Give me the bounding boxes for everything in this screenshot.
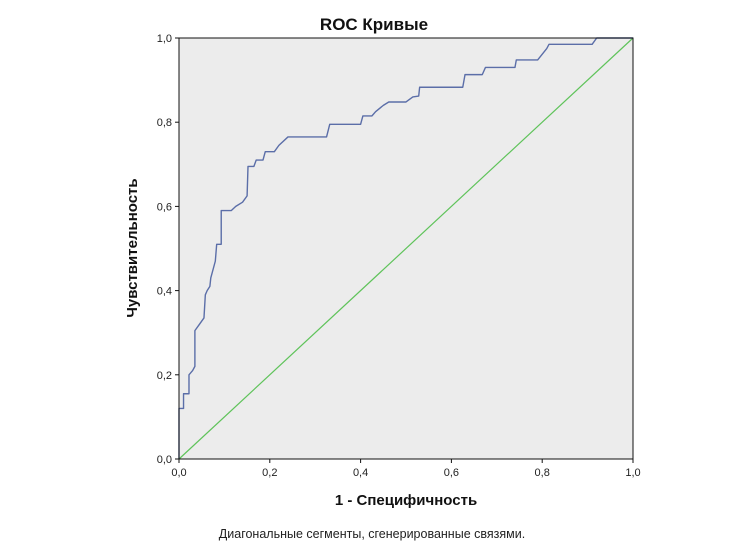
plot-frame bbox=[178, 37, 634, 460]
y-axis-title: Чувствительность bbox=[124, 178, 141, 317]
y-tick-label: 1,0 bbox=[157, 33, 172, 45]
x-tick-label: 0,2 bbox=[262, 467, 277, 479]
x-tick-label: 0,4 bbox=[353, 467, 368, 479]
y-tick-label: 0,4 bbox=[157, 286, 172, 298]
x-tick-label: 0,8 bbox=[535, 467, 550, 479]
x-tick-label: 1,0 bbox=[625, 467, 640, 479]
chart-title: ROC Кривые bbox=[320, 15, 428, 34]
chart-footnote: Диагональные сегменты, сгенерированные с… bbox=[219, 527, 525, 541]
x-tick-label: 0,6 bbox=[444, 467, 459, 479]
reference-diagonal-line bbox=[178, 37, 634, 460]
x-axis-ticks: 0,0 0,2 0,4 0,6 0,8 1,0 bbox=[171, 459, 641, 479]
y-tick-label: 0,2 bbox=[157, 370, 172, 382]
y-axis-ticks: 0,0 0,2 0,4 0,6 0,8 1,0 bbox=[157, 33, 179, 466]
x-tick-label: 0,0 bbox=[171, 467, 186, 479]
series-layer bbox=[178, 37, 634, 460]
y-tick-label: 0,0 bbox=[157, 454, 172, 466]
y-tick-label: 0,6 bbox=[157, 201, 172, 213]
y-tick-label: 0,8 bbox=[157, 117, 172, 129]
x-axis-title: 1 - Специфичность bbox=[335, 492, 477, 509]
roc-curve-line bbox=[178, 37, 633, 459]
